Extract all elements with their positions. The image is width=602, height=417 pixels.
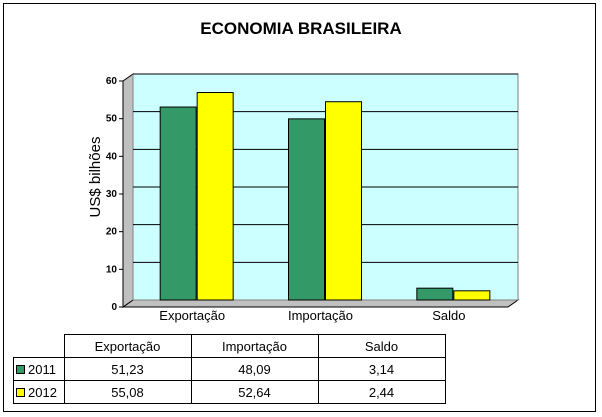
bar-2012-1 (325, 101, 362, 301)
series-label: 2012 (28, 385, 57, 401)
y-tick-label: 50 (106, 114, 118, 125)
table-row: 2012 55,08 52,64 2,44 (13, 380, 446, 404)
table-header-cell: Exportação (63, 334, 192, 358)
bar-2012-2 (453, 290, 491, 301)
x-tick-label: Saldo (432, 308, 465, 323)
table-corner (14, 335, 65, 358)
x-tick-label: Importação (288, 308, 353, 323)
table-cell: 48,09 (190, 357, 319, 381)
y-tick-label: 10 (106, 264, 118, 275)
legend-swatch (16, 388, 25, 398)
table-cell: 55,08 (63, 380, 192, 404)
series-label: 2011 (28, 362, 56, 378)
y-tick-label: 0 (111, 302, 117, 313)
table-cell: 52,64 (190, 380, 319, 404)
legend-entry-2011: 2011 (13, 357, 65, 381)
chart-title: ECONOMIA BRASILEIRA (200, 19, 402, 38)
y-axis-label: US$ bilhões (87, 137, 104, 218)
table-cell: 3,14 (317, 357, 446, 381)
table-header-cell: Importação (190, 334, 319, 358)
bar-2011-0 (159, 106, 197, 301)
y-tick-label: 20 (106, 227, 118, 238)
bar-2012-0 (196, 92, 234, 301)
table-cell: 51,23 (63, 357, 192, 381)
legend-entry-2012: 2012 (13, 380, 65, 404)
table-cell: 2,44 (317, 380, 446, 404)
bar-2011-1 (288, 118, 325, 301)
data-table: Exportação Importação Saldo 2011 51,23 4… (13, 334, 446, 404)
table-header-row: Exportação Importação Saldo (14, 334, 446, 358)
plot-side-wall (122, 73, 134, 308)
y-tick-label: 30 (106, 189, 118, 200)
bar-2011-2 (416, 287, 454, 301)
table-header-cell: Saldo (317, 334, 446, 358)
y-tick-label: 60 (106, 76, 118, 87)
y-tick-label: 40 (106, 151, 118, 162)
x-tick-label: Exportação (159, 308, 225, 323)
legend-swatch (16, 365, 25, 375)
plot-floor (121, 299, 520, 308)
table-row: 2011 51,23 48,09 3,14 (13, 357, 446, 381)
